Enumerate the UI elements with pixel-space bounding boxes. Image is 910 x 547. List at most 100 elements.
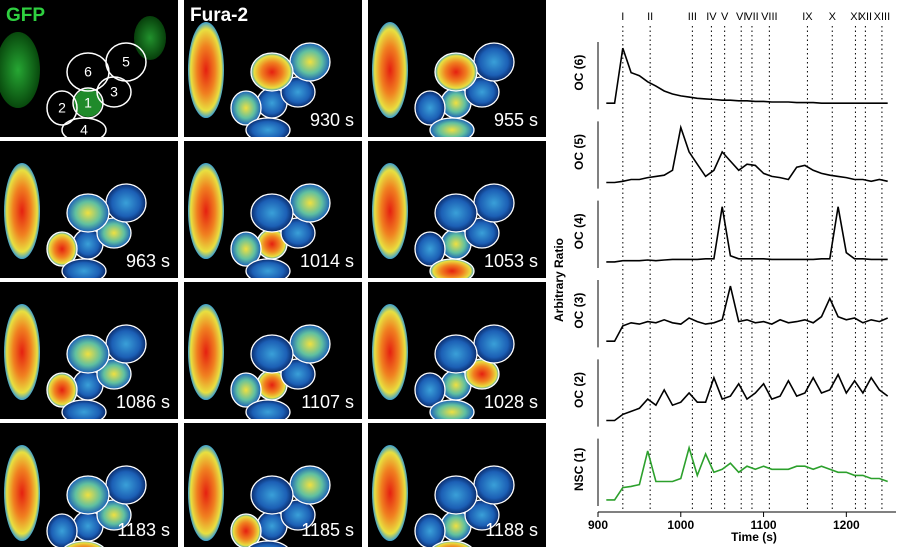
cell-number: 1 bbox=[84, 95, 92, 111]
side-cell bbox=[188, 22, 224, 118]
cell-number: 5 bbox=[122, 54, 130, 70]
cell bbox=[61, 399, 107, 419]
cell-outline bbox=[46, 90, 78, 126]
trace bbox=[606, 124, 888, 184]
panel-time: 1053 s bbox=[484, 251, 538, 271]
cell bbox=[429, 117, 475, 137]
image-panel: 1086 s bbox=[0, 282, 178, 419]
gfp-cell bbox=[74, 89, 102, 117]
panel-time: 1188 s bbox=[485, 520, 538, 540]
trace-chart: Time (s) Arbitrary Ratio 900 1000 1100 1200… bbox=[552, 11, 896, 544]
y-axis-label: Arbitrary Ratio bbox=[552, 238, 566, 322]
x-tick-label: 1100 bbox=[751, 518, 777, 532]
cell bbox=[245, 117, 291, 137]
trace bbox=[606, 372, 889, 422]
side-cell bbox=[372, 22, 408, 118]
cell bbox=[429, 399, 475, 419]
cell bbox=[250, 193, 294, 233]
cell bbox=[46, 372, 78, 408]
cell bbox=[289, 465, 331, 505]
image-panel: 1107 s bbox=[184, 282, 362, 419]
cell bbox=[61, 258, 107, 278]
panel-time: 1185 s bbox=[301, 520, 354, 540]
side-cell bbox=[4, 163, 40, 259]
cell bbox=[66, 475, 110, 515]
side-cell bbox=[188, 445, 224, 541]
image-panel: 1 2 3 4 5 6 GFP bbox=[0, 0, 178, 137]
series-label: OC (4) bbox=[572, 213, 586, 249]
panel-content bbox=[4, 445, 147, 547]
image-panel: 1014 s bbox=[184, 141, 362, 278]
cell bbox=[473, 183, 515, 223]
cell bbox=[46, 231, 78, 267]
side-cell bbox=[4, 304, 40, 400]
event-label: X bbox=[829, 11, 837, 23]
cell bbox=[105, 183, 147, 223]
trace bbox=[606, 47, 888, 104]
panel-content: 1 2 3 4 5 6 bbox=[0, 16, 166, 137]
cell bbox=[230, 372, 262, 408]
cell-number: 2 bbox=[58, 100, 66, 116]
cell bbox=[66, 193, 110, 233]
side-cell bbox=[188, 304, 224, 400]
event-label: XII bbox=[859, 11, 872, 23]
cell bbox=[289, 183, 331, 223]
event-label: XI bbox=[850, 11, 860, 23]
x-tick-label: 1200 bbox=[833, 518, 860, 532]
x-tick-label: 900 bbox=[588, 518, 608, 532]
panel-label: Fura-2 bbox=[190, 5, 248, 26]
gfp-blob bbox=[134, 16, 166, 60]
image-panel: 1185 s bbox=[184, 423, 362, 547]
panel-content bbox=[188, 445, 331, 547]
cell-number: 3 bbox=[110, 84, 118, 100]
cell bbox=[473, 42, 515, 82]
cell bbox=[248, 540, 288, 547]
side-cell bbox=[188, 163, 224, 259]
panel-content bbox=[4, 304, 147, 419]
panel-content bbox=[188, 304, 331, 419]
panel-content bbox=[372, 445, 515, 547]
cell bbox=[429, 258, 475, 278]
series-label: OC (3) bbox=[572, 293, 586, 329]
cell bbox=[66, 334, 110, 374]
side-cell bbox=[372, 445, 408, 541]
panel-content bbox=[4, 163, 147, 278]
panel-time: 1086 s bbox=[116, 392, 170, 412]
panel-time: 930 s bbox=[310, 110, 354, 130]
cell bbox=[434, 52, 478, 92]
cell bbox=[414, 372, 446, 408]
panel-time: 955 s bbox=[494, 110, 538, 130]
cell bbox=[105, 465, 147, 505]
panel-time: 1107 s bbox=[301, 392, 354, 412]
series-label: OC (6) bbox=[572, 55, 586, 91]
side-cell bbox=[372, 304, 408, 400]
event-label: XIII bbox=[874, 11, 891, 23]
event-label: II bbox=[647, 11, 653, 23]
cell bbox=[250, 52, 294, 92]
panel-time: 1183 s bbox=[117, 520, 170, 540]
event-label: VIII bbox=[761, 11, 778, 23]
image-panel: 963 s bbox=[0, 141, 178, 278]
event-label: VI bbox=[736, 11, 746, 23]
cell bbox=[230, 90, 262, 126]
cell bbox=[473, 324, 515, 364]
panel-time: 1028 s bbox=[484, 392, 538, 412]
panel-content bbox=[372, 22, 515, 137]
image-panel: 1188 s bbox=[368, 423, 546, 547]
series-label: OC (2) bbox=[572, 372, 586, 408]
image-panel: Fura-2 930 s bbox=[184, 0, 362, 137]
panel-time: 1014 s bbox=[300, 251, 354, 271]
image-panel: 1183 s bbox=[0, 423, 178, 547]
image-panel: 1028 s bbox=[368, 282, 546, 419]
cell bbox=[434, 193, 478, 233]
panel-content bbox=[372, 304, 515, 419]
side-cell bbox=[372, 163, 408, 259]
series-label: NSC (1) bbox=[572, 448, 586, 491]
trace bbox=[606, 206, 888, 263]
gfp-blob bbox=[0, 32, 40, 108]
cell bbox=[230, 231, 262, 267]
cell bbox=[289, 324, 331, 364]
cell bbox=[414, 90, 446, 126]
event-label: VII bbox=[745, 11, 758, 23]
